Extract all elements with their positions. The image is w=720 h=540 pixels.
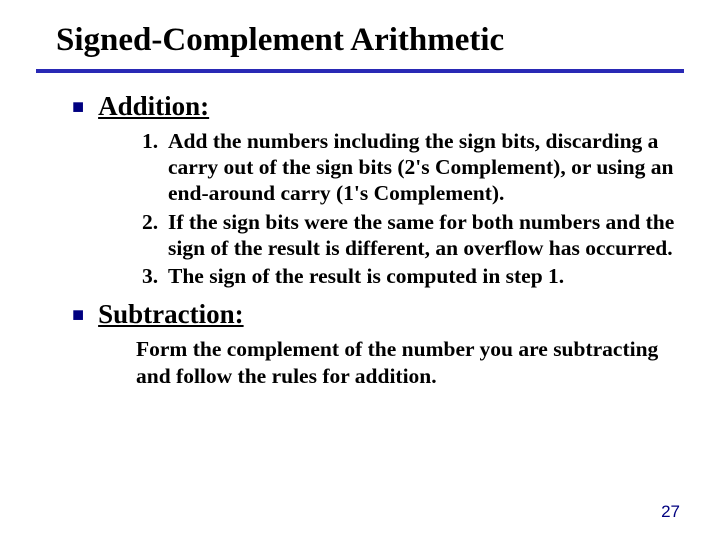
item-text: If the sign bits were the same for both … — [166, 209, 684, 261]
section-addition: ■ Addition: 1. Add the numbers including… — [72, 91, 684, 289]
bullet-icon: ■ — [72, 305, 84, 325]
bullet-icon: ■ — [72, 97, 84, 117]
item-text: The sign of the result is computed in st… — [166, 263, 564, 289]
item-text: Add the numbers including the sign bits,… — [166, 128, 684, 207]
section-head: ■ Subtraction: — [72, 299, 684, 330]
title-rule — [36, 69, 684, 73]
item-number: 2. — [142, 209, 166, 261]
list-item: 1. Add the numbers including the sign bi… — [142, 128, 684, 207]
subtraction-paragraph: Form the complement of the number you ar… — [136, 336, 684, 388]
item-number: 1. — [142, 128, 166, 207]
section-subtraction: ■ Subtraction: Form the complement of th… — [72, 299, 684, 388]
list-item: 2. If the sign bits were the same for bo… — [142, 209, 684, 261]
slide-title: Signed-Complement Arithmetic — [56, 22, 684, 59]
list-item: 3. The sign of the result is computed in… — [142, 263, 684, 289]
section-heading: Addition: — [98, 91, 209, 122]
section-heading: Subtraction: — [98, 299, 244, 330]
section-head: ■ Addition: — [72, 91, 684, 122]
slide: Signed-Complement Arithmetic ■ Addition:… — [0, 0, 720, 540]
page-number: 27 — [661, 502, 680, 522]
addition-list: 1. Add the numbers including the sign bi… — [142, 128, 684, 289]
item-number: 3. — [142, 263, 166, 289]
